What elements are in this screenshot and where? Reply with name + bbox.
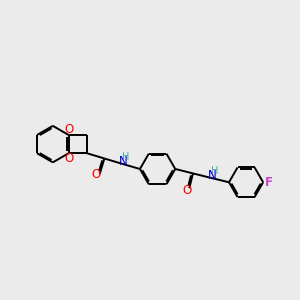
Text: F: F bbox=[265, 176, 273, 189]
Text: O: O bbox=[64, 152, 73, 165]
Text: O: O bbox=[64, 123, 73, 136]
Text: N: N bbox=[119, 155, 128, 168]
Text: N: N bbox=[208, 169, 216, 182]
Text: O: O bbox=[182, 184, 191, 196]
Text: H: H bbox=[211, 167, 218, 176]
Text: O: O bbox=[92, 168, 101, 182]
Text: H: H bbox=[122, 152, 129, 162]
